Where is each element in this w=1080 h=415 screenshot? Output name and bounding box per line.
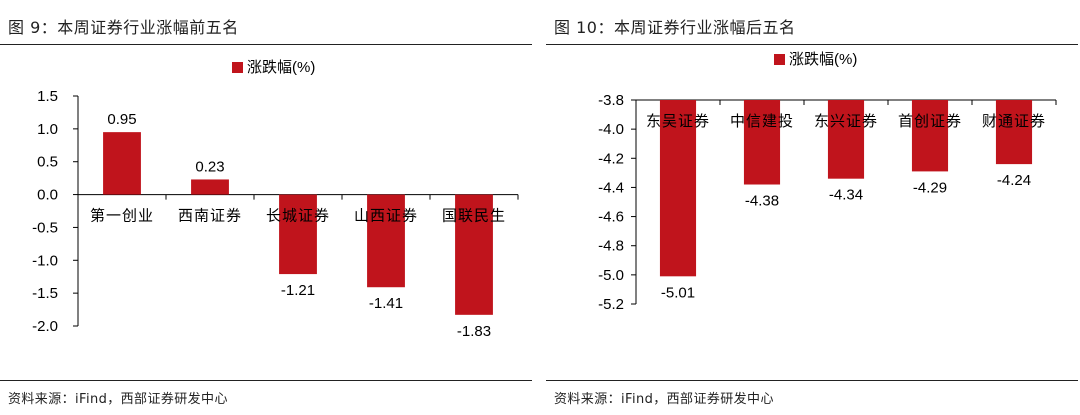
legend-swatch — [774, 54, 785, 65]
data-label: 0.95 — [107, 111, 136, 128]
figure-title: 图 9：本周证券行业涨幅前五名 — [8, 18, 239, 37]
bar — [367, 194, 405, 288]
y-tick-label: -4.4 — [598, 179, 624, 196]
data-label: -4.38 — [745, 193, 779, 210]
bar — [911, 100, 949, 172]
y-tick-label: -4.0 — [598, 121, 624, 138]
y-tick-label: 0.0 — [37, 187, 58, 204]
data-label: -4.34 — [829, 187, 863, 204]
bar — [743, 100, 781, 185]
category-label: 首创证券 — [898, 113, 962, 130]
top-rule — [546, 44, 1078, 45]
bar — [279, 194, 317, 275]
legend: 涨跌幅(%) — [774, 51, 857, 68]
y-tick-label: -3.8 — [598, 92, 624, 109]
bar — [455, 194, 493, 315]
y-tick-label: -0.5 — [32, 219, 58, 236]
y-tick-label: -1.0 — [32, 252, 58, 269]
category-label: 中信建投 — [730, 113, 794, 130]
y-tick-label: -4.2 — [598, 150, 624, 167]
y-tick-label: -1.5 — [32, 285, 58, 302]
bottom-rule — [0, 380, 532, 381]
source-note: 资料来源：iFind，西部证券研发中心 — [554, 392, 774, 407]
y-tick-label: 1.0 — [37, 121, 58, 138]
category-label: 国联民生 — [442, 208, 506, 225]
category-label: 长城证券 — [266, 208, 330, 225]
data-label: -1.41 — [369, 295, 403, 312]
bar-chart-bottom-five: 涨跌幅(%) -3.8 -4.0 -4.2 -4.4 -4.6 -4.8 -5.0 -5.2 -5… — [598, 51, 1057, 313]
legend: 涨跌幅(%) — [232, 59, 315, 76]
top-rule — [0, 44, 532, 45]
figure-panel-left: 图 9：本周证券行业涨幅前五名 涨跌幅(%) 1.5 1.0 0.5 0.0 -0.5 -1… — [0, 0, 532, 415]
category-label: 山西证券 — [354, 208, 418, 225]
category-label: 财通证券 — [982, 113, 1046, 130]
bar — [995, 100, 1033, 165]
category-label: 第一创业 — [90, 207, 154, 225]
bar — [827, 100, 865, 179]
bar — [191, 179, 229, 195]
y-tick-label: -2.0 — [32, 318, 58, 335]
data-label: -5.01 — [661, 284, 695, 301]
data-label: -4.24 — [997, 172, 1031, 189]
y-tick-label: -5.2 — [598, 296, 624, 313]
figure-title: 图 10：本周证券行业涨幅后五名 — [554, 18, 796, 37]
category-label: 东吴证券 — [646, 113, 710, 130]
data-label: -4.29 — [913, 179, 947, 196]
figure-panel-right: 图 10：本周证券行业涨幅后五名 涨跌幅(%) -3.8 -4.0 -4.2 -4.4 -… — [546, 0, 1078, 415]
bar-chart-top-five: 涨跌幅(%) 1.5 1.0 0.5 0.0 -0.5 -1.0 -1.5 -2.0 0.95 第一… — [32, 59, 519, 340]
legend-label: 涨跌幅(%) — [247, 59, 315, 76]
bar — [659, 100, 697, 277]
y-tick-label: 0.5 — [37, 154, 58, 171]
data-label: 0.23 — [195, 158, 224, 175]
category-label: 东兴证券 — [814, 113, 878, 130]
y-tick-label: 1.5 — [37, 88, 58, 105]
bottom-rule — [546, 380, 1078, 381]
source-note: 资料来源：iFind，西部证券研发中心 — [8, 392, 228, 407]
category-label: 西南证券 — [178, 208, 242, 225]
data-label: -1.83 — [457, 323, 491, 340]
legend-label: 涨跌幅(%) — [789, 51, 857, 68]
data-label: -1.21 — [281, 282, 315, 299]
y-tick-label: -5.0 — [598, 267, 624, 284]
legend-swatch — [232, 62, 243, 73]
y-tick-label: -4.6 — [598, 209, 624, 226]
y-tick-label: -4.8 — [598, 238, 624, 255]
bar — [103, 132, 141, 195]
